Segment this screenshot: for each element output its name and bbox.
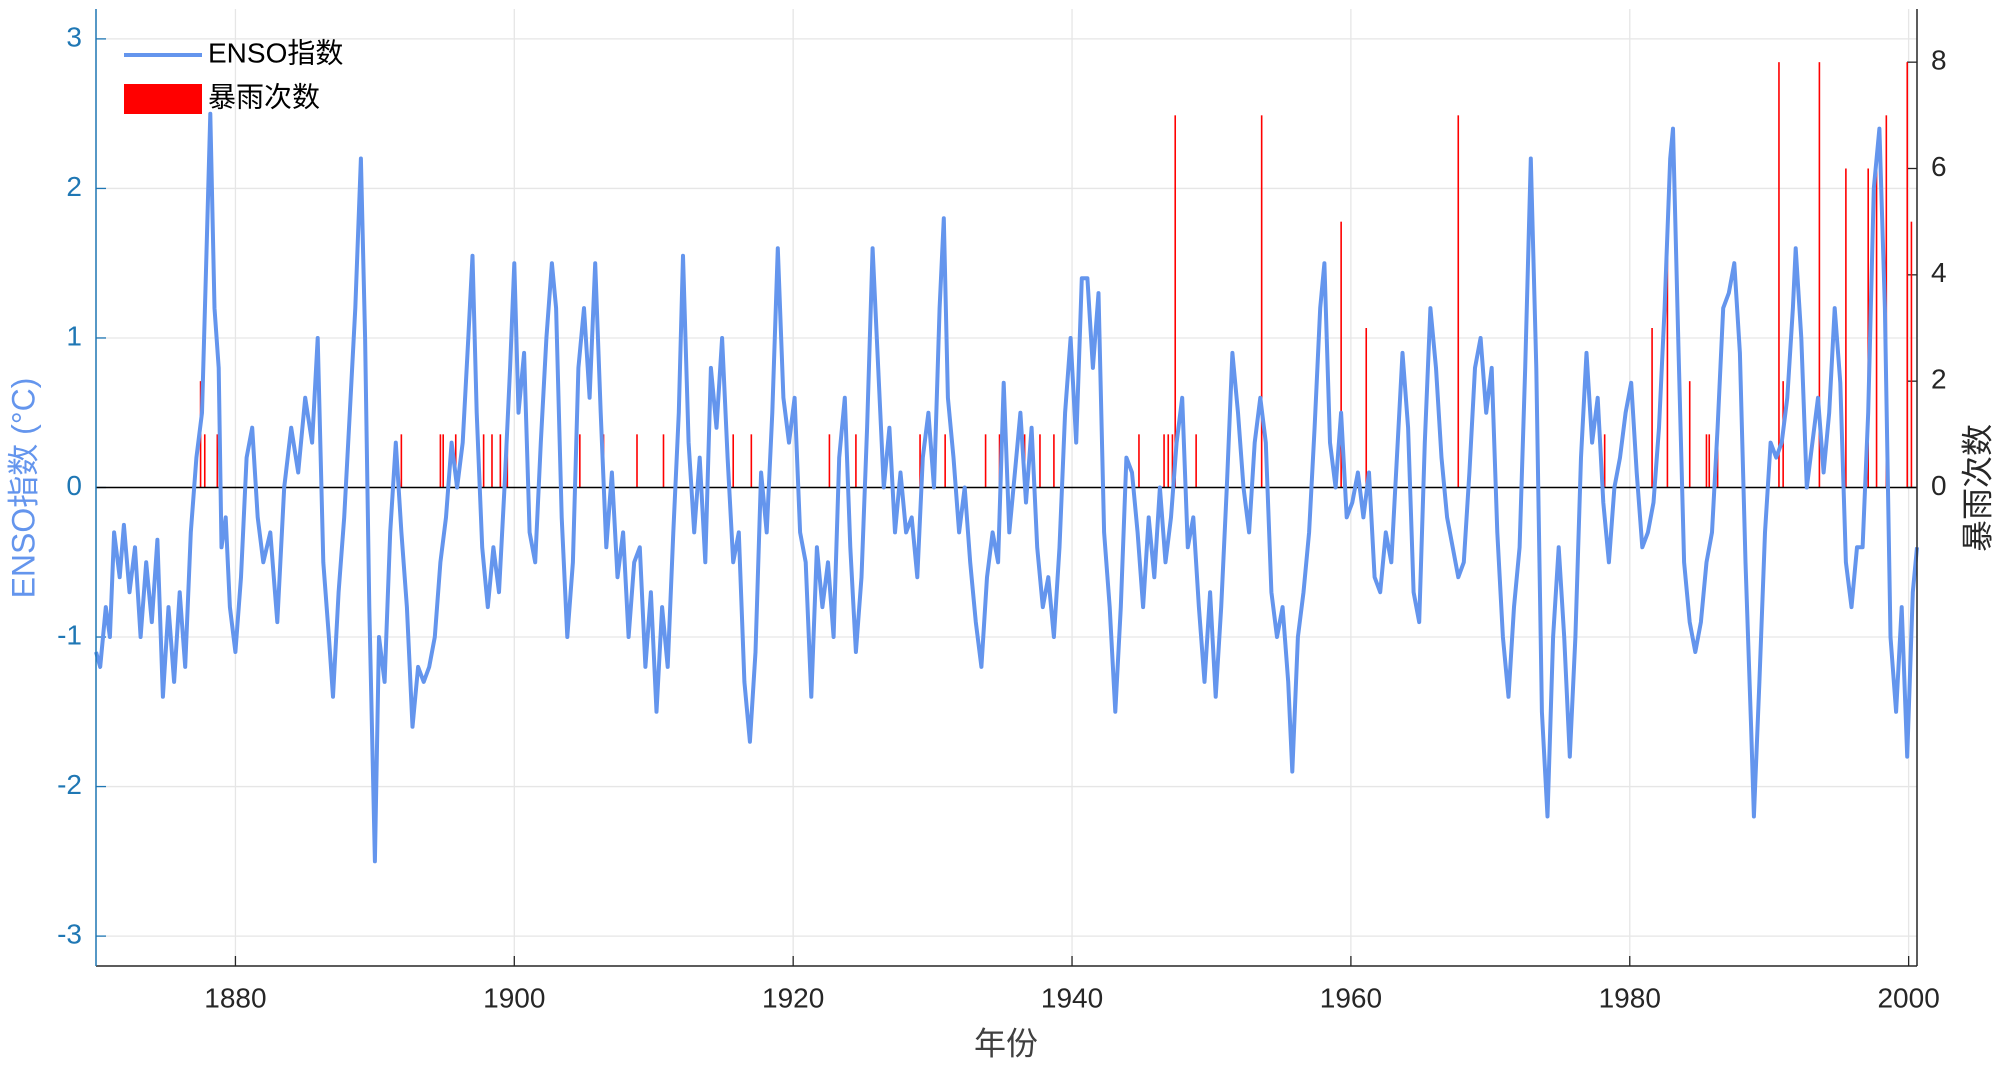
bar	[944, 434, 946, 488]
bar	[662, 434, 665, 488]
y-tick-label: 1	[66, 320, 82, 351]
y-tick-label: 2	[66, 171, 82, 202]
bar	[1818, 62, 1821, 488]
bar	[1910, 221, 1913, 488]
bar	[750, 434, 753, 488]
x-tick-label: 1940	[1041, 982, 1103, 1013]
bar	[1138, 434, 1140, 488]
legend-label: 暴雨次数	[208, 81, 320, 112]
bar	[1340, 221, 1342, 488]
y-tick-label: 3	[66, 21, 82, 52]
bar	[1039, 434, 1041, 488]
x-tick-label: 1880	[204, 982, 266, 1013]
bar	[1365, 328, 1368, 488]
x-tick-label: 1960	[1320, 982, 1382, 1013]
bar	[482, 434, 485, 488]
y2-tick-label: 0	[1931, 470, 1947, 501]
bar	[439, 434, 442, 488]
legend-swatch	[124, 84, 202, 114]
x-tick-label: 1900	[483, 982, 545, 1013]
bar	[499, 434, 502, 488]
x-tick-label: 1920	[762, 982, 824, 1013]
x-tick-label: 1980	[1599, 982, 1661, 1013]
bar	[1053, 434, 1055, 488]
bar	[1163, 434, 1165, 488]
line	[94, 111, 1919, 864]
bar	[855, 434, 857, 488]
bar	[1688, 381, 1691, 488]
bar	[1705, 434, 1708, 488]
bar	[203, 434, 206, 488]
bar	[1603, 434, 1606, 488]
y2-tick-label: 8	[1931, 45, 1947, 76]
bar	[1906, 62, 1909, 488]
legend-label: ENSO指数	[208, 37, 343, 68]
bar	[732, 434, 735, 488]
bar	[828, 434, 831, 488]
bar	[1708, 434, 1711, 488]
y2-tick-label: 6	[1931, 151, 1947, 182]
bar	[919, 434, 921, 488]
bar	[491, 434, 493, 488]
bar	[1875, 168, 1878, 488]
bar	[1260, 115, 1263, 488]
bar	[636, 434, 638, 488]
bar	[1867, 168, 1869, 488]
bar	[1171, 434, 1174, 488]
y2-tick-label: 4	[1931, 257, 1947, 288]
y-axis-label: ENSO指数 (°C)	[5, 378, 41, 599]
bar	[984, 434, 987, 488]
x-axis-label: 年份	[974, 1025, 1038, 1061]
bar	[442, 434, 444, 488]
bar	[216, 434, 219, 488]
bar	[1167, 434, 1170, 488]
bar	[1666, 221, 1669, 488]
x-tick-label: 2000	[1877, 982, 1939, 1013]
y2-tick-label: 2	[1931, 364, 1947, 395]
bar	[1174, 115, 1177, 488]
bar	[579, 434, 581, 488]
bar	[1457, 115, 1460, 488]
bar	[400, 434, 403, 488]
y2-axis-label: 暴雨次数	[1959, 424, 1995, 552]
bar	[1195, 434, 1197, 488]
y-tick-label: -3	[57, 918, 82, 949]
y-tick-label: -2	[57, 769, 82, 800]
y-tick-label: -1	[57, 619, 82, 650]
bar	[1778, 62, 1780, 488]
bar	[1845, 168, 1847, 488]
bar	[1651, 328, 1653, 488]
y-tick-label: 0	[66, 470, 82, 501]
